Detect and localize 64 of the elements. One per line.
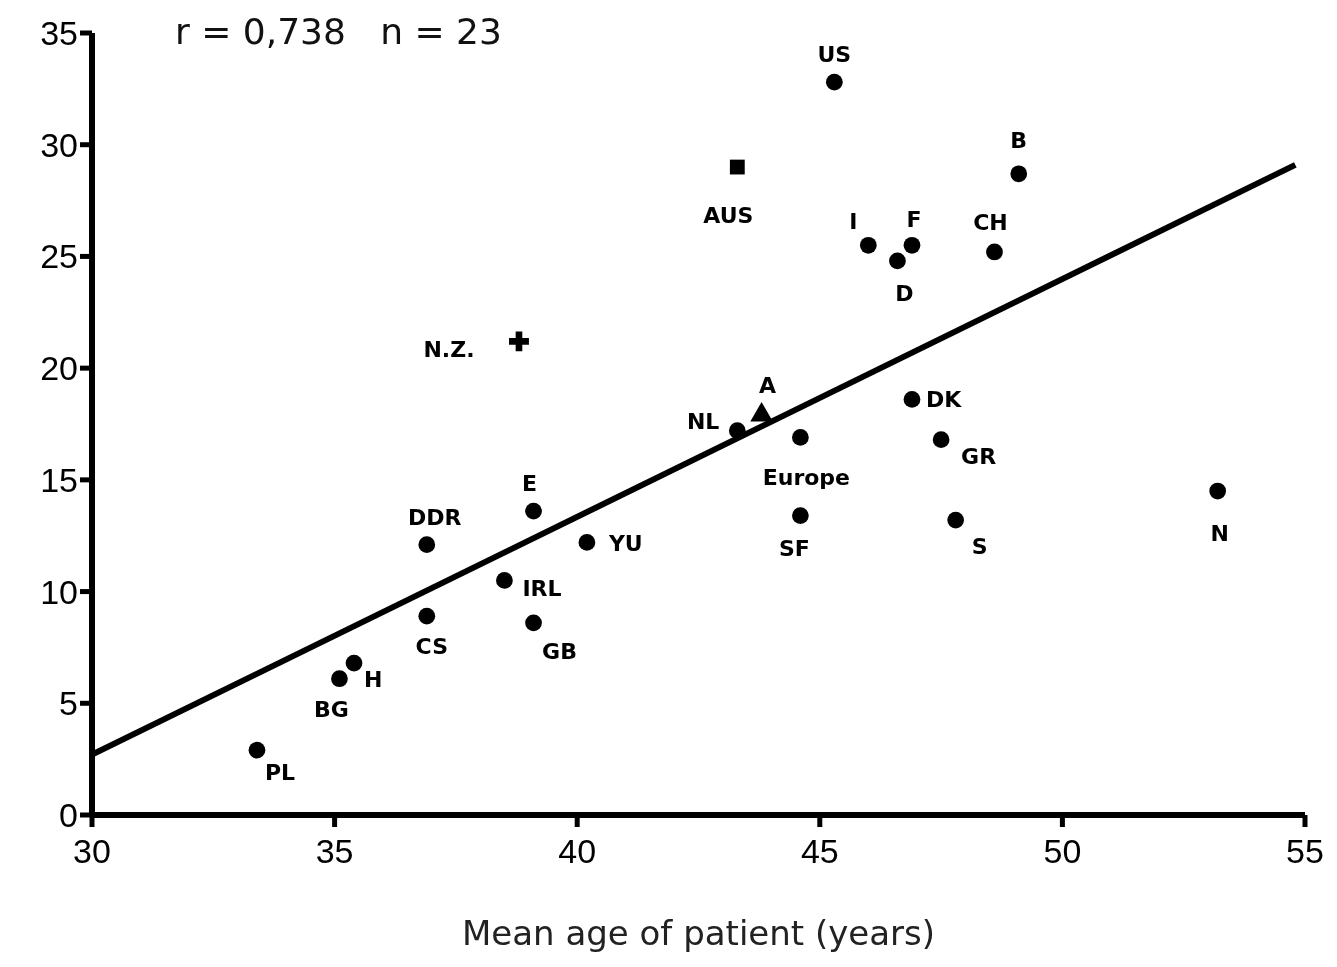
y-tick-label: 5 [59, 684, 78, 723]
point [903, 391, 921, 408]
annotation: D [895, 280, 914, 306]
y-tick-label: 25 [40, 237, 78, 276]
point [418, 536, 436, 553]
annotation: r = 0,738 n = 23 [175, 11, 502, 52]
annotation: GR [961, 443, 997, 469]
annotation: IRL [522, 576, 562, 602]
annotation: I [849, 209, 858, 235]
point [932, 431, 950, 448]
point [525, 614, 542, 632]
point [525, 502, 542, 520]
x-tick-label: 55 [1286, 832, 1324, 871]
point [792, 429, 809, 446]
point [986, 243, 1003, 261]
annotation: A [759, 373, 777, 399]
annotation: S [971, 534, 988, 560]
point [728, 422, 746, 440]
x-axis-title: Mean age of patient (years) [461, 913, 936, 953]
annotation: B [1010, 127, 1028, 153]
point [1209, 482, 1227, 500]
annotation: SF [778, 535, 810, 561]
annotation: US [817, 42, 852, 68]
annotation: DDR [408, 504, 462, 530]
point [859, 236, 877, 254]
point [418, 607, 436, 625]
annotation: Europe [762, 465, 851, 491]
point [729, 159, 745, 175]
point [947, 511, 965, 529]
annotation: GB [542, 638, 577, 664]
annotation: E [522, 471, 538, 497]
x-tick-label: 45 [800, 832, 839, 871]
point [825, 73, 843, 91]
point [331, 670, 348, 688]
y-tick-label: 10 [40, 572, 78, 611]
annotation: AUS [703, 203, 754, 229]
point [345, 654, 363, 672]
annotation: YU [607, 531, 643, 557]
point [248, 741, 266, 759]
y-tick-label: 35 [40, 14, 78, 53]
point [496, 572, 513, 589]
annotation: BG [314, 696, 349, 722]
point [889, 252, 906, 270]
x-tick-label: 40 [558, 832, 597, 871]
annotation: DK [925, 387, 963, 413]
annotation: NL [686, 408, 720, 434]
x-tick-label: 35 [315, 832, 354, 871]
annotation: H [364, 667, 383, 693]
point [1010, 165, 1028, 183]
point [578, 534, 596, 551]
y-tick-label: 15 [40, 460, 78, 499]
annotation: F [906, 207, 922, 233]
annotation: N.Z. [423, 337, 475, 363]
x-tick-label: 50 [1043, 832, 1082, 871]
annotation: PL [264, 760, 296, 786]
point [509, 331, 529, 352]
annotation: N [1210, 521, 1229, 547]
point [903, 236, 921, 254]
y-tick-label: 20 [40, 349, 78, 388]
point [792, 507, 809, 524]
y-tick-label: 30 [40, 125, 78, 164]
y-tick-label: 0 [59, 796, 78, 835]
annotation: CH [973, 209, 1008, 235]
annotation: CS [415, 634, 448, 660]
